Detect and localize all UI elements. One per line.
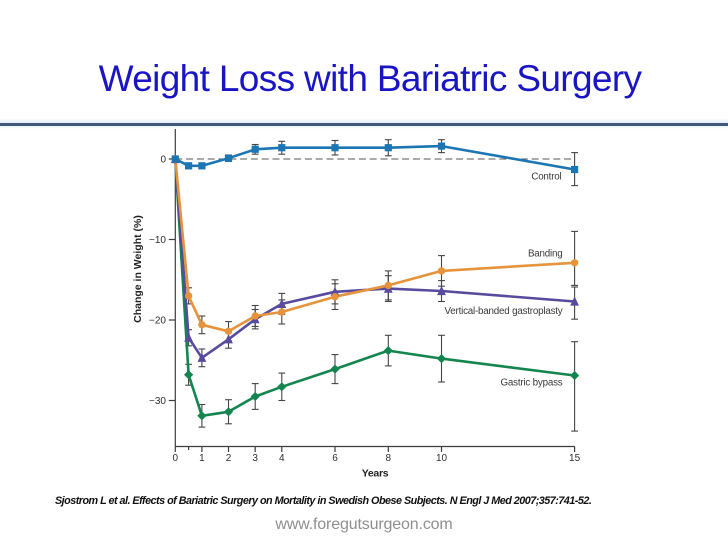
svg-text:Vertical-banded gastroplasty: Vertical-banded gastroplasty — [444, 306, 562, 317]
svg-text:−30: −30 — [149, 396, 166, 407]
svg-text:4: 4 — [279, 453, 285, 464]
svg-text:Control: Control — [531, 172, 561, 183]
svg-text:Gastric bypass: Gastric bypass — [501, 378, 563, 389]
svg-text:Years: Years — [362, 468, 389, 480]
svg-text:10: 10 — [436, 453, 448, 464]
svg-text:1: 1 — [199, 453, 205, 464]
svg-text:2: 2 — [226, 453, 232, 464]
svg-text:8: 8 — [386, 453, 392, 464]
svg-text:−10: −10 — [149, 235, 166, 246]
svg-text:3: 3 — [252, 453, 258, 464]
svg-text:0: 0 — [160, 155, 166, 166]
svg-text:Change in Weight (%): Change in Weight (%) — [132, 215, 144, 323]
svg-text:6: 6 — [332, 453, 338, 464]
svg-text:15: 15 — [569, 453, 581, 464]
svg-text:−20: −20 — [149, 316, 166, 327]
svg-text:Banding: Banding — [528, 249, 563, 260]
svg-text:0: 0 — [173, 453, 179, 464]
